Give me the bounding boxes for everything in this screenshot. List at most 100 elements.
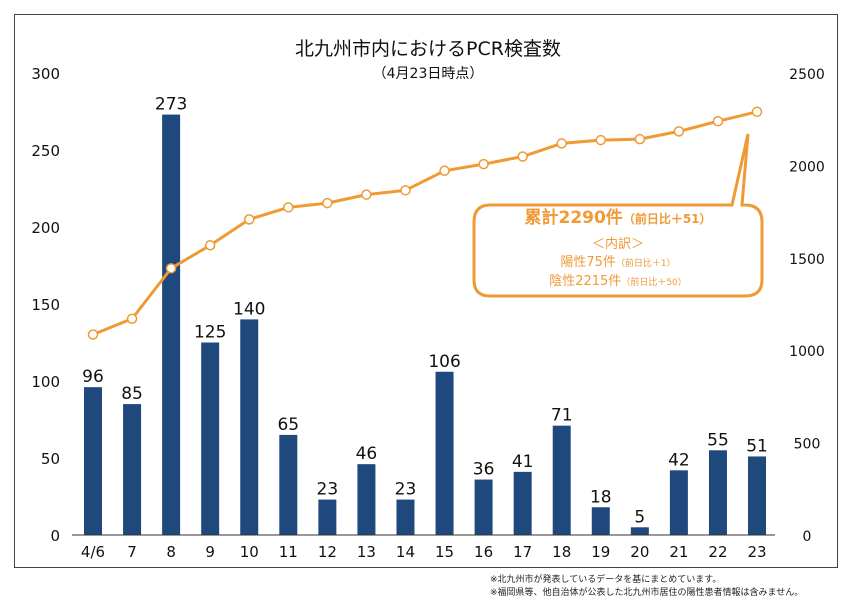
svg-text:陰性2215件（前日比＋50）: 陰性2215件（前日比＋50）: [549, 274, 687, 289]
right-tick-label: 2500: [789, 67, 825, 83]
x-tick-label: 4/6: [81, 543, 105, 561]
right-tick-label: 500: [794, 437, 821, 453]
bar-label: 96: [82, 367, 104, 387]
left-tick-label: 0: [50, 527, 60, 545]
x-tick-label: 20: [630, 543, 649, 561]
cumulative-line: [92, 110, 758, 336]
callout-total-diff: （前日比＋51）: [623, 211, 712, 226]
right-tick-label: 1000: [789, 344, 825, 360]
bar-label: 140: [233, 299, 265, 319]
x-tick-label: 22: [708, 543, 727, 561]
bar-label: 65: [277, 415, 299, 435]
bar: [669, 470, 688, 535]
callout-negative-diff: （前日比＋50）: [621, 276, 686, 288]
x-tick-label: 11: [279, 543, 298, 561]
bar-label: 23: [395, 480, 417, 500]
x-tick-label: 10: [240, 543, 259, 561]
bar-label: 46: [356, 444, 378, 464]
right-tick-label: 0: [803, 529, 812, 545]
cumulative-point: [517, 151, 528, 162]
bar-label: 41: [512, 452, 534, 472]
bar: [513, 471, 532, 535]
left-tick-label: 100: [31, 373, 60, 391]
bar-label: 85: [121, 384, 143, 404]
bar-label: 55: [707, 430, 729, 450]
x-tick-label: 14: [396, 543, 415, 561]
bar: [240, 319, 259, 535]
bar-label: 36: [473, 460, 495, 480]
left-tick-label: 300: [31, 65, 60, 83]
x-tick-label: 7: [127, 543, 137, 561]
cumulative-point: [361, 189, 372, 200]
bar: [591, 507, 610, 535]
right-tick-label: 2000: [789, 159, 825, 175]
cumulative-point: [595, 134, 607, 146]
callout-breakdown: ＜内訳＞: [592, 236, 644, 252]
bar-label: 23: [317, 480, 339, 500]
x-tick-label: 8: [166, 543, 176, 561]
bar-label: 273: [155, 95, 187, 115]
cumulative-point: [751, 106, 763, 118]
left-tick-label: 150: [31, 296, 60, 314]
callout: 累計2290件（前日比＋51） ＜内訳＞ 陽性75件（前日比＋1） 陰性2215…: [472, 133, 764, 298]
bar: [708, 450, 727, 535]
callout-total: 累計2290件: [524, 207, 622, 228]
x-tick-label: 18: [552, 543, 571, 561]
bar: [201, 342, 220, 535]
bar-label: 5: [634, 507, 645, 527]
x-tick-label: 13: [357, 543, 376, 561]
bar: [630, 527, 649, 535]
bar: [357, 464, 376, 535]
bar: [318, 499, 337, 535]
bar: [279, 434, 298, 535]
cumulative-point: [165, 263, 177, 274]
callout-negative: 陰性2215件: [549, 274, 621, 289]
cumulative-point: [204, 239, 216, 251]
x-tick-label: 12: [318, 543, 337, 561]
cumulative-point: [439, 165, 450, 177]
x-tick-label: 23: [747, 543, 766, 561]
bar: [123, 404, 142, 535]
footnote-2: ※福岡県等、他自治体が公表した北九州市居住の陽性患者情報は含みません。: [490, 588, 804, 598]
chart-title: 北九州市内におけるPCR検査数: [295, 38, 561, 60]
x-tick-label: 21: [669, 543, 688, 561]
chart-subtitle: （4月23日時点）: [373, 66, 484, 82]
cumulative-point: [283, 202, 294, 213]
x-tick-label: 9: [205, 543, 215, 561]
bar-label: 42: [668, 450, 690, 470]
x-tick-label: 16: [474, 543, 493, 561]
svg-text:陽性75件（前日比＋1）: 陽性75件（前日比＋1）: [560, 255, 675, 270]
callout-positive-diff: （前日比＋1）: [616, 257, 676, 269]
right-tick-label: 1500: [789, 252, 825, 268]
left-tick-label: 50: [41, 450, 60, 468]
bar-label: 71: [551, 406, 573, 426]
bar: [435, 371, 454, 535]
cumulative-point: [87, 329, 99, 340]
bar-label: 18: [590, 487, 612, 507]
bar: [162, 114, 181, 535]
bar: [84, 387, 102, 535]
cumulative-point: [556, 138, 567, 149]
footnote-1: ※北九州市が発表しているデータを基にまとめています。: [490, 575, 722, 585]
chart-frame: [14, 14, 838, 568]
x-tick-label: 15: [435, 543, 454, 561]
cumulative-point: [322, 197, 333, 209]
x-tick-label: 19: [591, 543, 610, 561]
cumulative-point: [634, 133, 646, 145]
cumulative-point: [126, 313, 138, 325]
callout-bubble: [472, 133, 764, 298]
x-tick-label: 17: [513, 543, 532, 561]
bar-label: 106: [428, 352, 460, 372]
left-tick-label: 200: [31, 219, 60, 237]
left-tick-label: 250: [31, 142, 60, 160]
bar: [396, 499, 415, 535]
bar-label: 51: [746, 436, 768, 456]
cumulative-point: [712, 115, 724, 127]
svg-text:累計2290件（前日比＋51）: 累計2290件（前日比＋51）: [524, 207, 711, 228]
bar: [474, 479, 493, 535]
cumulative-point: [243, 214, 255, 225]
cumulative-point: [400, 185, 411, 196]
callout-positive: 陽性75件: [560, 255, 616, 270]
cumulative-point: [478, 158, 489, 170]
